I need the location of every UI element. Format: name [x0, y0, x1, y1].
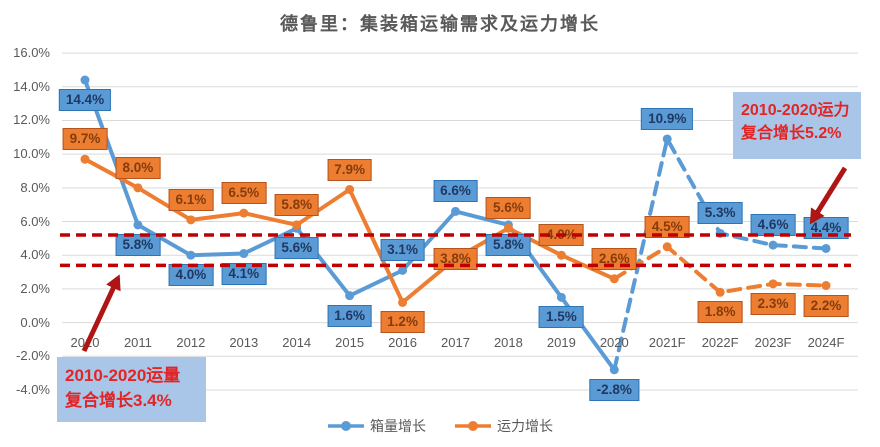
volume-data-label: 5.8% — [115, 233, 161, 256]
capacity-data-point-marker — [80, 154, 90, 164]
volume-data-point-marker — [398, 265, 408, 275]
volume-data-point-marker — [345, 291, 355, 301]
capacity-data-label: 5.6% — [486, 197, 531, 220]
annotation-text-line: 复合增长5.2% — [741, 125, 842, 143]
annotation-volume-cagr: 2010-2020运量 复合增长3.4% — [57, 357, 206, 422]
capacity-data-label: 8.0% — [115, 156, 161, 179]
volume-data-point-marker — [133, 220, 143, 230]
volume-data-label: 4.0% — [168, 264, 214, 287]
x-tick-label: 2023F — [754, 335, 792, 350]
capacity-data-point-marker — [133, 183, 143, 193]
x-tick-label: 2015 — [335, 335, 365, 350]
legend-label: 运力增长 — [497, 418, 553, 434]
annotation-text-line: 复合增长3.4% — [65, 390, 172, 410]
x-tick-label: 2024F — [807, 335, 845, 350]
x-tick-label: 2014 — [282, 335, 312, 350]
capacity-data-label: 6.1% — [168, 188, 214, 211]
volume-data-label: 5.6% — [274, 237, 320, 260]
capacity-data-label: 3.8% — [433, 247, 478, 270]
annotation-text-line: 2010-2020运力 — [741, 102, 850, 119]
line-marker-icon — [455, 421, 491, 431]
capacity-data-point-marker — [398, 297, 408, 307]
capacity-data-point-marker — [768, 279, 778, 289]
volume-data-label: 1.6% — [327, 304, 373, 327]
capacity-data-point-marker — [821, 281, 831, 291]
x-tick-label: 2022F — [701, 335, 739, 350]
y-tick-label: 12.0% — [13, 112, 50, 128]
capacity-data-point-marker — [292, 220, 302, 230]
capacity-data-label: 9.7% — [62, 128, 108, 151]
volume-data-label: 5.3% — [697, 202, 743, 225]
capacity-data-label: 6.5% — [221, 182, 267, 205]
y-tick-label: -4.0% — [16, 381, 50, 397]
x-tick-label: 2018 — [493, 335, 523, 350]
volume-data-label: 4.4% — [803, 217, 849, 240]
x-tick-label: 2020 — [599, 335, 629, 350]
volume-data-label: 10.9% — [641, 107, 694, 130]
capacity-data-point-marker — [556, 250, 566, 260]
capacity-data-label: 4.0% — [538, 224, 584, 247]
capacity-data-label: 1.2% — [380, 311, 425, 334]
x-tick-label: 2016 — [388, 335, 418, 350]
legend-item-capacity: 运力增长 — [454, 416, 553, 436]
x-tick-label: 2017 — [441, 335, 470, 350]
line-marker-icon — [328, 421, 364, 431]
volume-data-point-marker — [80, 75, 90, 85]
capacity-data-label: 1.8% — [697, 301, 743, 324]
x-tick-label: 2021F — [648, 335, 686, 350]
volume-data-label: 3.1% — [380, 239, 425, 262]
legend-label: 箱量增长 — [370, 418, 426, 434]
y-tick-label: 16.0% — [13, 45, 50, 61]
y-tick-label: 6.0% — [20, 213, 50, 229]
volume-data-label: 1.5% — [538, 306, 584, 329]
volume-data-label: 4.1% — [221, 262, 267, 285]
annotation-text-line: 2010-2020运量 — [65, 366, 181, 385]
annotation-capacity-cagr: 2010-2020运力 复合增长5.2% — [733, 92, 861, 159]
x-tick-label: 2011 — [123, 335, 152, 350]
volume-data-point-marker — [451, 206, 460, 216]
volume-data-label: 6.6% — [433, 180, 478, 203]
capacity-data-point-marker — [662, 242, 672, 252]
capacity-data-label: 7.9% — [327, 158, 373, 181]
volume-data-point-marker — [821, 243, 831, 253]
capacity-data-point-marker — [609, 274, 619, 284]
volume-data-point-marker — [186, 250, 196, 260]
capacity-data-point-marker — [715, 287, 725, 297]
volume-data-point-marker — [662, 134, 672, 144]
x-tick-label: 2010 — [70, 335, 100, 350]
volume-data-label: 5.8% — [486, 233, 531, 256]
legend-item-volume: 箱量增长 — [327, 416, 426, 436]
y-tick-label: 8.0% — [20, 179, 50, 195]
volume-data-label: 14.4% — [58, 89, 112, 112]
legend: 箱量增长 运力增长 — [0, 416, 880, 436]
volume-data-point-marker — [609, 365, 619, 375]
capacity-data-point-marker — [345, 185, 355, 195]
volume-data-label: -2.8% — [589, 378, 639, 401]
capacity-data-label: 5.8% — [274, 193, 320, 216]
x-tick-label: 2019 — [546, 335, 576, 350]
y-tick-label: 10.0% — [13, 146, 50, 162]
chart-title: 德鲁里：集装箱运输需求及运力增长 — [280, 14, 600, 34]
capacity-data-label: 2.6% — [591, 247, 637, 270]
capacity-data-label: 2.3% — [750, 292, 796, 315]
y-tick-label: -2.0% — [16, 348, 50, 364]
y-tick-label: 0.0% — [20, 314, 50, 330]
y-tick-label: 14.0% — [13, 78, 50, 94]
capacity-data-label: 2.2% — [803, 294, 849, 317]
volume-data-label: 4.6% — [750, 214, 796, 237]
y-tick-label: 2.0% — [20, 280, 50, 296]
volume-data-point-marker — [768, 240, 778, 250]
capacity-data-point-marker — [503, 223, 513, 233]
volume-data-point-marker — [239, 249, 249, 259]
capacity-data-point-marker — [239, 208, 249, 218]
y-tick-label: 4.0% — [20, 247, 50, 263]
volume-data-point-marker — [556, 292, 566, 302]
capacity-data-label: 4.5% — [644, 215, 690, 238]
x-tick-label: 2013 — [229, 335, 259, 350]
x-tick-label: 2012 — [176, 335, 206, 350]
capacity-data-point-marker — [186, 215, 196, 225]
